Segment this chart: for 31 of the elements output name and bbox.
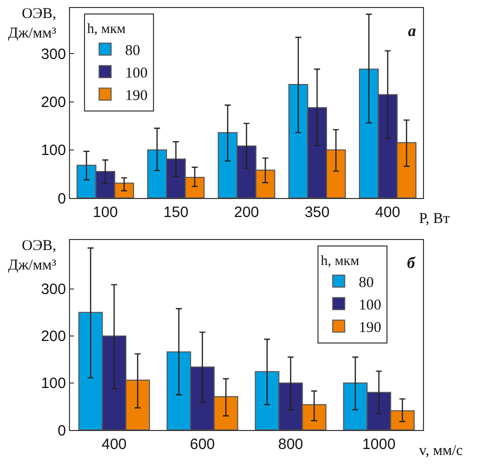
annotation: а: [408, 23, 416, 40]
y-tick-label: 300: [40, 46, 66, 63]
y-tick-label: 100: [40, 142, 66, 160]
x-tick-label: 600: [190, 436, 215, 453]
y-tick-label: 100: [40, 375, 66, 392]
y-axis-title: ОЭВ, Дж/мм³: [8, 238, 57, 274]
legend-label: 100: [125, 66, 148, 82]
x-tick-label: 150: [163, 204, 188, 221]
y-tick-label: 0: [58, 190, 66, 208]
legend-label: 80: [125, 43, 140, 59]
x-axis-title: P, Вт: [419, 211, 450, 227]
x-tick-label: 100: [92, 204, 118, 221]
y-tick-label: 300: [40, 281, 66, 298]
x-tick-label: 200: [234, 204, 260, 221]
legend-title: h, мкм: [320, 254, 360, 269]
y-axis-title: ОЭВ, Дж/мм³: [8, 6, 57, 42]
x-axis-title: v, мм/с: [419, 443, 464, 459]
y-tick-label: 200: [40, 328, 66, 346]
annotation: б: [407, 255, 416, 272]
x-tick-label: 400: [375, 204, 400, 221]
legend-label: 190: [358, 320, 382, 336]
y-tick-label: 0: [58, 422, 66, 440]
x-tick-label: 1000: [362, 436, 396, 453]
x-tick-label: 800: [278, 436, 304, 453]
x-tick-label: 350: [304, 204, 330, 221]
legend-label: 80: [358, 275, 374, 291]
x-tick-label: 400: [102, 436, 127, 453]
legend-label: 100: [358, 298, 382, 314]
y-tick-label: 200: [40, 94, 66, 112]
legend-label: 190: [125, 88, 148, 104]
legend-title: h, мкм: [87, 22, 126, 37]
